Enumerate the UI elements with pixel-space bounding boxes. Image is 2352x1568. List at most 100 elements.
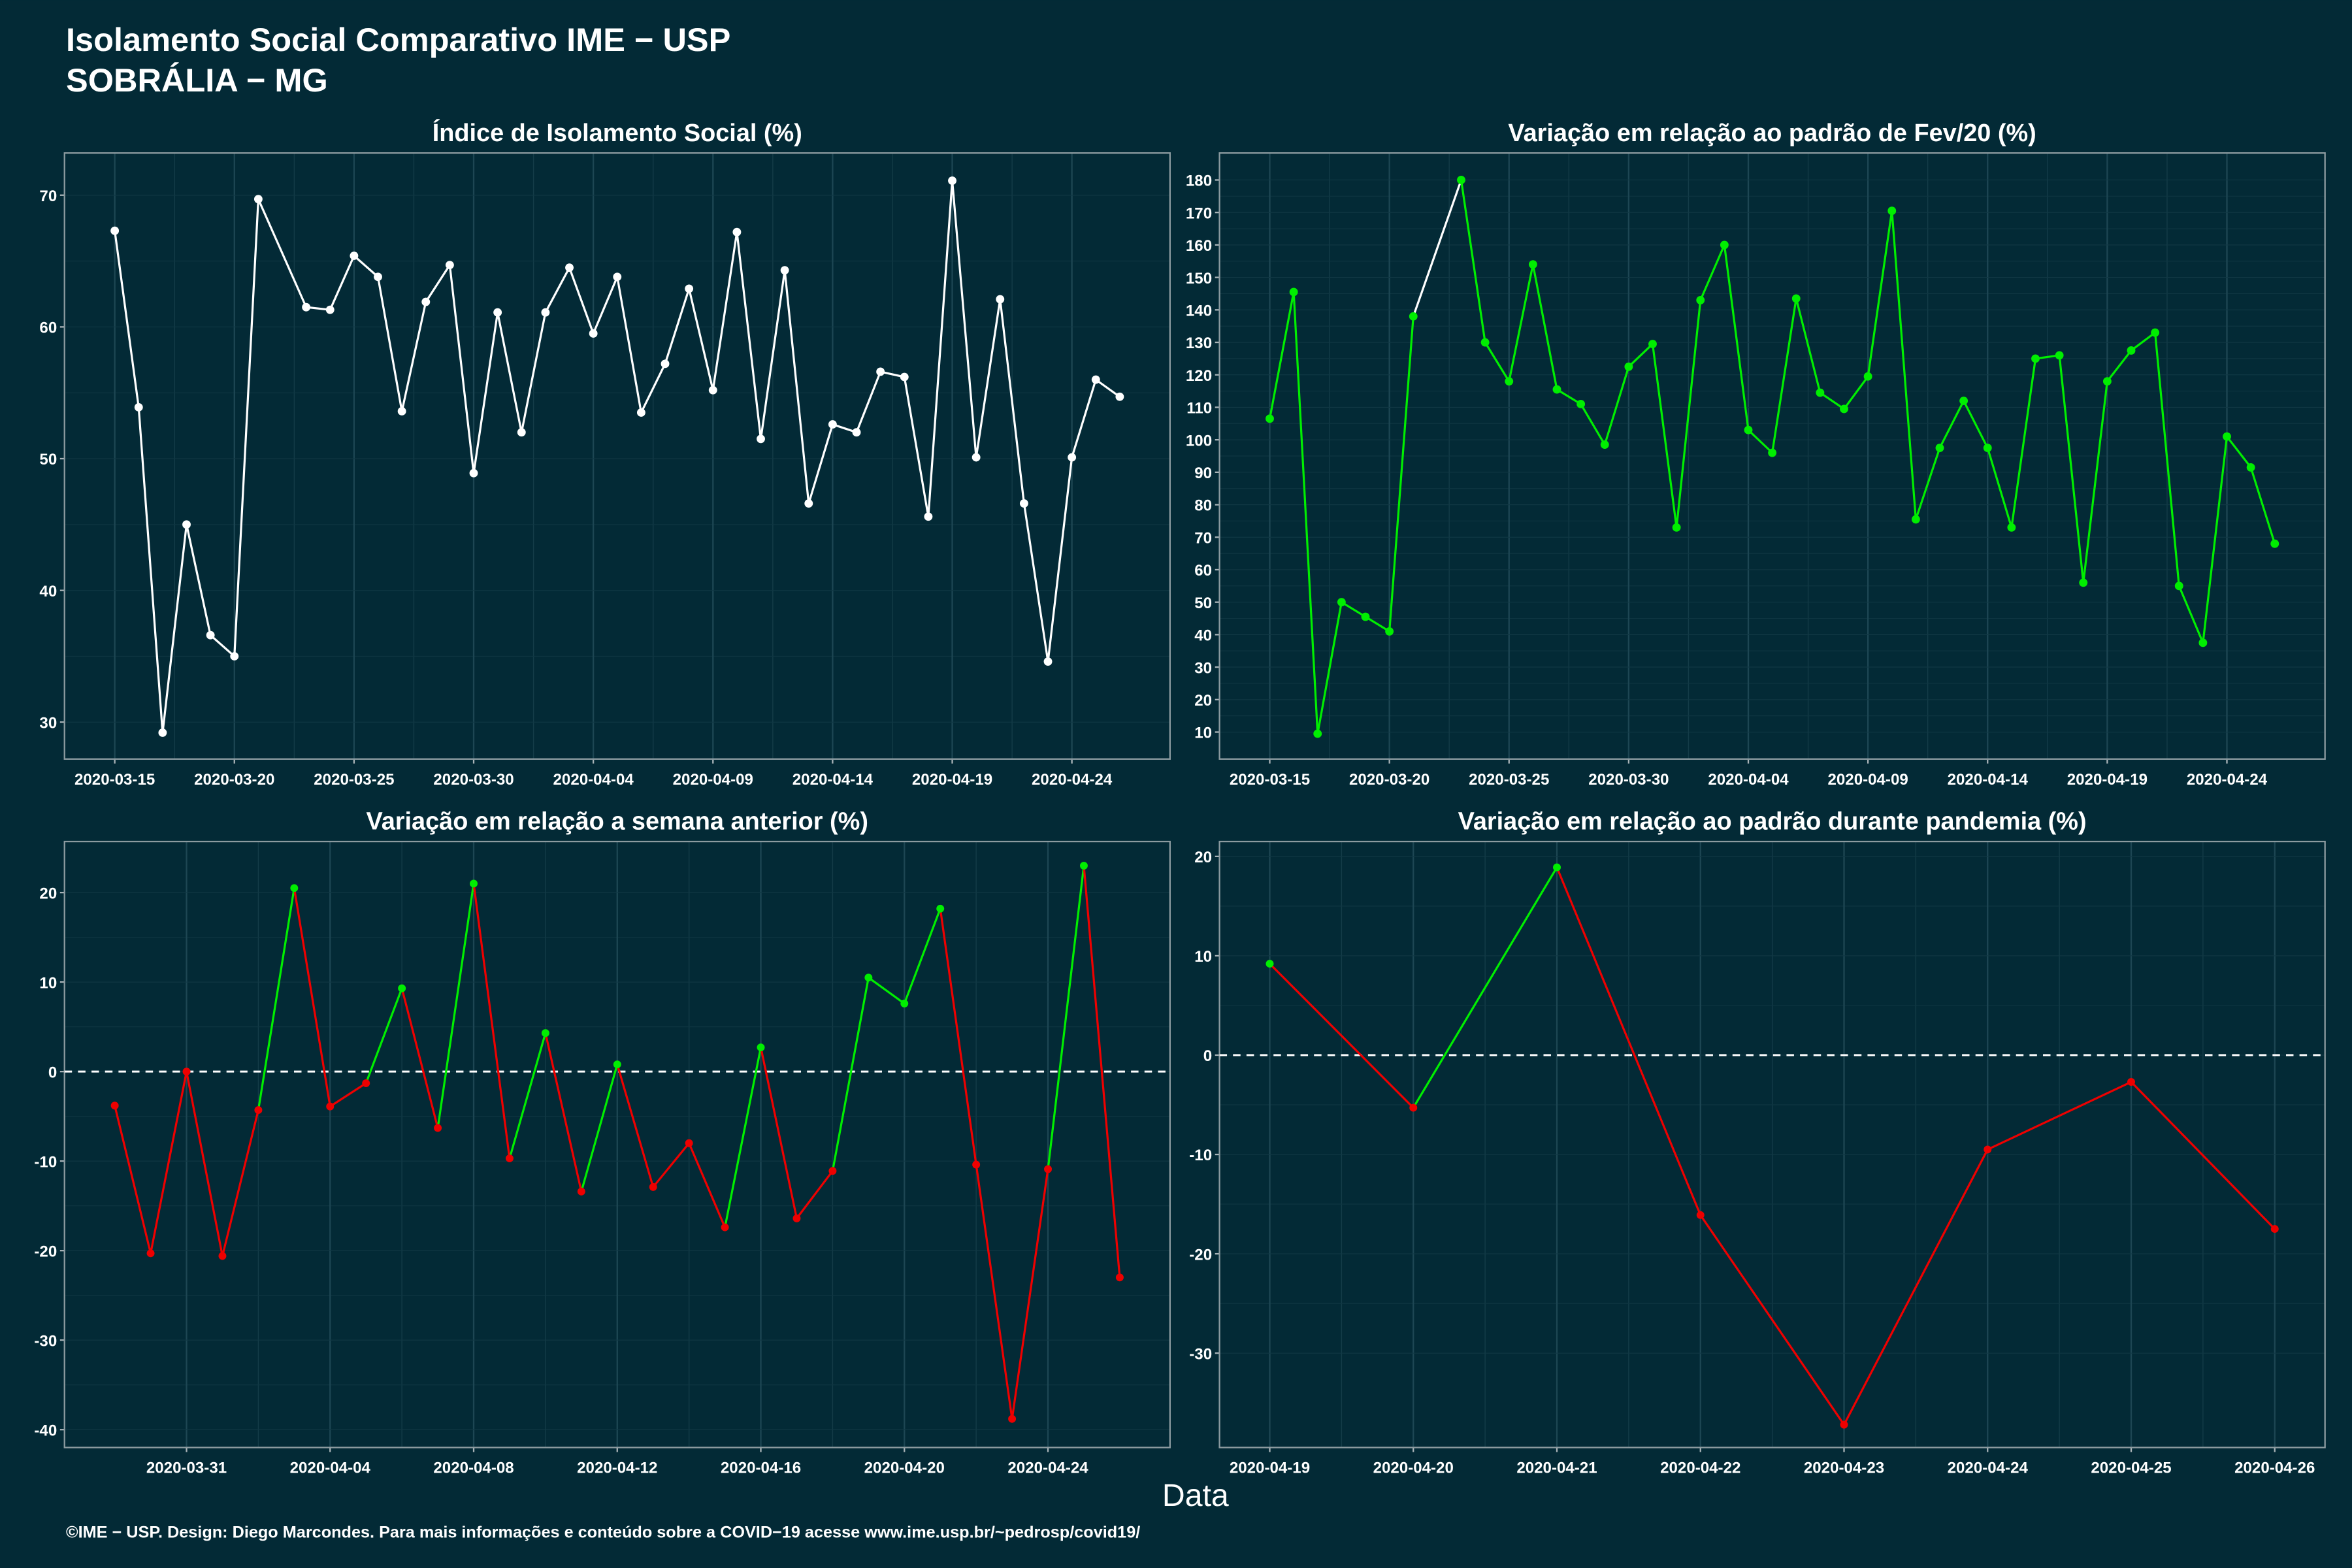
x-tick-label: 2020-04-21 — [1516, 1460, 1597, 1477]
y-tick-label: 0 — [1203, 1047, 1212, 1065]
point — [230, 652, 239, 661]
segment — [724, 1047, 762, 1228]
segment — [1047, 865, 1085, 1169]
y-tick-label: 10 — [1194, 725, 1212, 742]
point — [1337, 598, 1346, 607]
point — [565, 263, 574, 272]
point — [1624, 362, 1633, 371]
x-tick-label: 2020-04-12 — [577, 1460, 657, 1477]
point — [1409, 312, 1418, 321]
point — [732, 227, 742, 237]
point — [290, 884, 299, 892]
point — [325, 305, 335, 314]
point — [505, 1154, 514, 1163]
segment — [2130, 1081, 2276, 1230]
segment — [1269, 962, 1414, 1109]
x-tick-label: 2020-04-04 — [553, 771, 634, 789]
point — [2079, 578, 2088, 587]
point — [1552, 385, 1561, 394]
segment — [939, 908, 977, 1165]
x-tick-label: 2020-04-04 — [1708, 771, 1789, 789]
segment — [544, 1032, 583, 1192]
x-tick-label: 2020-04-14 — [792, 771, 874, 789]
point — [708, 385, 717, 395]
point — [1959, 397, 1968, 405]
x-tick-label: 2020-04-16 — [721, 1460, 801, 1477]
y-tick-label: 50 — [1194, 595, 1212, 612]
point — [253, 195, 263, 204]
point — [2270, 539, 2279, 548]
segment — [472, 883, 511, 1159]
x-tick-label: 2020-04-08 — [433, 1460, 514, 1477]
x-axis-label: Data — [1162, 1478, 1229, 1513]
point — [613, 272, 622, 282]
chart-title: Variação em relação ao padrão de Fev/20 … — [1508, 120, 2036, 147]
segment — [329, 1082, 367, 1107]
point — [876, 367, 885, 376]
footer: ©IME − USP. Design: Diego Marcondes. Par… — [66, 1523, 1140, 1541]
point — [721, 1223, 729, 1232]
segment — [1556, 866, 1702, 1216]
point — [218, 1252, 227, 1260]
segment — [868, 976, 906, 1005]
segment — [975, 1164, 1013, 1419]
x-tick-label: 2020-04-24 — [2187, 771, 2268, 789]
point — [110, 226, 120, 235]
point — [397, 407, 406, 416]
point — [972, 1160, 981, 1169]
point — [685, 1139, 693, 1147]
x-tick-label: 2020-04-26 — [2234, 1460, 2315, 1477]
segment — [652, 1142, 690, 1188]
point — [2198, 638, 2208, 647]
y-tick-label: 120 — [1186, 367, 1212, 385]
y-tick-label: 110 — [1186, 400, 1212, 417]
segment — [1843, 1149, 1989, 1426]
gap-segment — [1412, 179, 1463, 317]
point — [1068, 453, 1077, 462]
x-tick-label: 2020-04-20 — [1373, 1460, 1454, 1477]
x-tick-label: 2020-04-24 — [1032, 771, 1113, 789]
point — [757, 434, 765, 444]
segment — [1699, 1214, 1845, 1426]
point — [1935, 444, 1944, 452]
point — [541, 308, 550, 317]
y-tick-label: 60 — [1194, 562, 1212, 580]
point — [1984, 1145, 1992, 1154]
point — [1911, 515, 1920, 524]
point — [2031, 354, 2040, 363]
segment — [796, 1170, 834, 1219]
point — [792, 1214, 801, 1222]
point — [1091, 375, 1100, 384]
point — [1983, 444, 1992, 452]
point — [2270, 1225, 2279, 1233]
segment — [221, 1109, 259, 1256]
segment — [580, 1064, 619, 1192]
y-tick-label: 60 — [39, 319, 57, 337]
point — [1480, 338, 1490, 347]
x-tick-label: 2020-03-20 — [1349, 771, 1429, 789]
x-tick-label: 2020-04-19 — [912, 771, 992, 789]
point — [1696, 1211, 1705, 1219]
point — [1457, 176, 1465, 184]
point — [1840, 404, 1848, 414]
x-tick-label: 2020-04-09 — [673, 771, 753, 789]
point — [661, 359, 670, 368]
point — [1553, 863, 1561, 872]
y-tick-label: 160 — [1186, 237, 1212, 255]
point — [948, 176, 956, 185]
chart-title: Variação em relação ao padrão durante pa… — [1458, 808, 2087, 836]
y-tick-label: 70 — [39, 188, 57, 205]
point — [1266, 960, 1274, 968]
x-tick-label: 2020-03-31 — [146, 1460, 227, 1477]
y-tick-label: 20 — [1194, 849, 1212, 866]
point — [2127, 346, 2136, 355]
point — [780, 266, 789, 275]
y-tick-label: 150 — [1186, 270, 1212, 287]
point — [1720, 240, 1729, 250]
segment — [831, 977, 870, 1171]
point — [541, 1029, 549, 1037]
chart-title: Índice de Isolamento Social (%) — [433, 118, 802, 147]
point — [1528, 260, 1537, 269]
x-tick-label: 2020-04-20 — [864, 1460, 945, 1477]
chart-title: Variação em relação a semana anterior (%… — [367, 808, 868, 836]
